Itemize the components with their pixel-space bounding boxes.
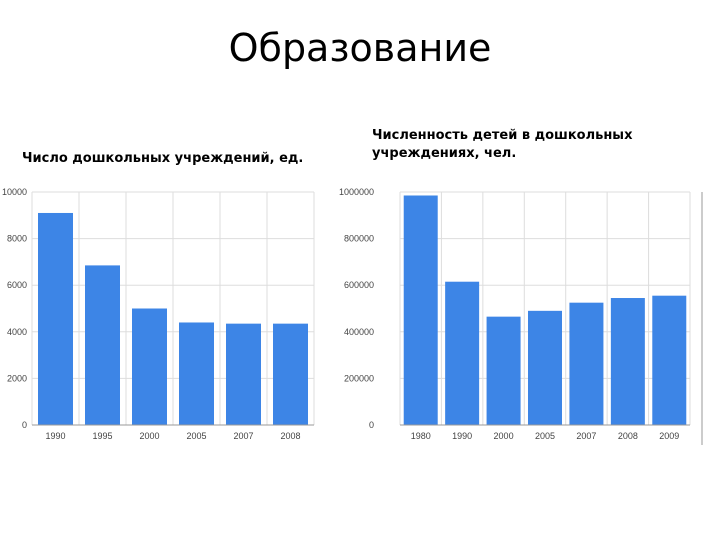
chart-2-bar-2009: [652, 295, 687, 425]
chart-2-xtick-label: 2008: [618, 431, 638, 441]
chart-2-ytick-label: 400000: [344, 327, 374, 337]
chart-2-bar-1990: [445, 281, 480, 425]
chart-1-ytick-label: 10000: [2, 187, 27, 197]
chart-1-bar-2008: [273, 323, 308, 425]
chart-1-xtick-label: 1990: [45, 431, 65, 441]
chart-2-xtick-label: 2000: [494, 431, 514, 441]
chart-1-bar-2000: [132, 308, 167, 425]
chart-1-title: Число дошкольных учреждений, ед.: [22, 151, 304, 166]
chart-1-xtick-label: 1995: [92, 431, 112, 441]
chart-2-ytick-label: 1000000: [339, 187, 374, 197]
chart-1-xtick-label: 2000: [139, 431, 159, 441]
chart-1-bar-1995: [85, 265, 120, 425]
chart-1-ytick-label: 2000: [7, 373, 27, 383]
chart-2-bar-2005: [528, 310, 562, 425]
chart-2-bar-1980: [403, 195, 438, 425]
chart-2-ytick-label: 800000: [344, 234, 374, 244]
chart-2-xtick-label: 2007: [576, 431, 596, 441]
chart-2-xtick-label: 2005: [535, 431, 555, 441]
chart-2-xtick-label: 2009: [659, 431, 679, 441]
chart-1-ytick-label: 4000: [7, 327, 27, 337]
chart-2-xtick-label: 1990: [452, 431, 472, 441]
chart-2-ytick-label: 0: [369, 420, 374, 430]
chart-1-xtick-label: 2007: [233, 431, 253, 441]
chart-1-xtick-label: 2005: [186, 431, 206, 441]
chart-2-bar-2000: [486, 316, 521, 425]
chart-1-ytick-label: 0: [22, 420, 27, 430]
chart-1-ytick-label: 6000: [7, 280, 27, 290]
chart-2-ytick-label: 200000: [344, 373, 374, 383]
chart-2-xtick-label: 1980: [411, 431, 431, 441]
chart-1: 10000 8000 6000 4000 2000 0 1990 1995 2000 2005 20…: [2, 187, 315, 441]
chart-2-title: Численность детей в дошкольных учреждени…: [372, 128, 633, 161]
chart-1-bar-2007: [226, 323, 261, 425]
chart-1-ytick-label: 8000: [7, 234, 27, 244]
chart-1-xtick-label: 2008: [280, 431, 300, 441]
chart-1-bar-2005: [179, 322, 214, 425]
slide-title: Образование: [228, 26, 492, 70]
chart-2-ytick-label: 600000: [344, 280, 374, 290]
chart-1-bar-1990: [38, 212, 73, 425]
chart-2: 1000000 800000 600000 400000 200000 0 1980 1990…: [339, 187, 703, 445]
chart-2-bar-2008: [610, 298, 645, 425]
chart-2-bar-2007: [569, 302, 604, 425]
